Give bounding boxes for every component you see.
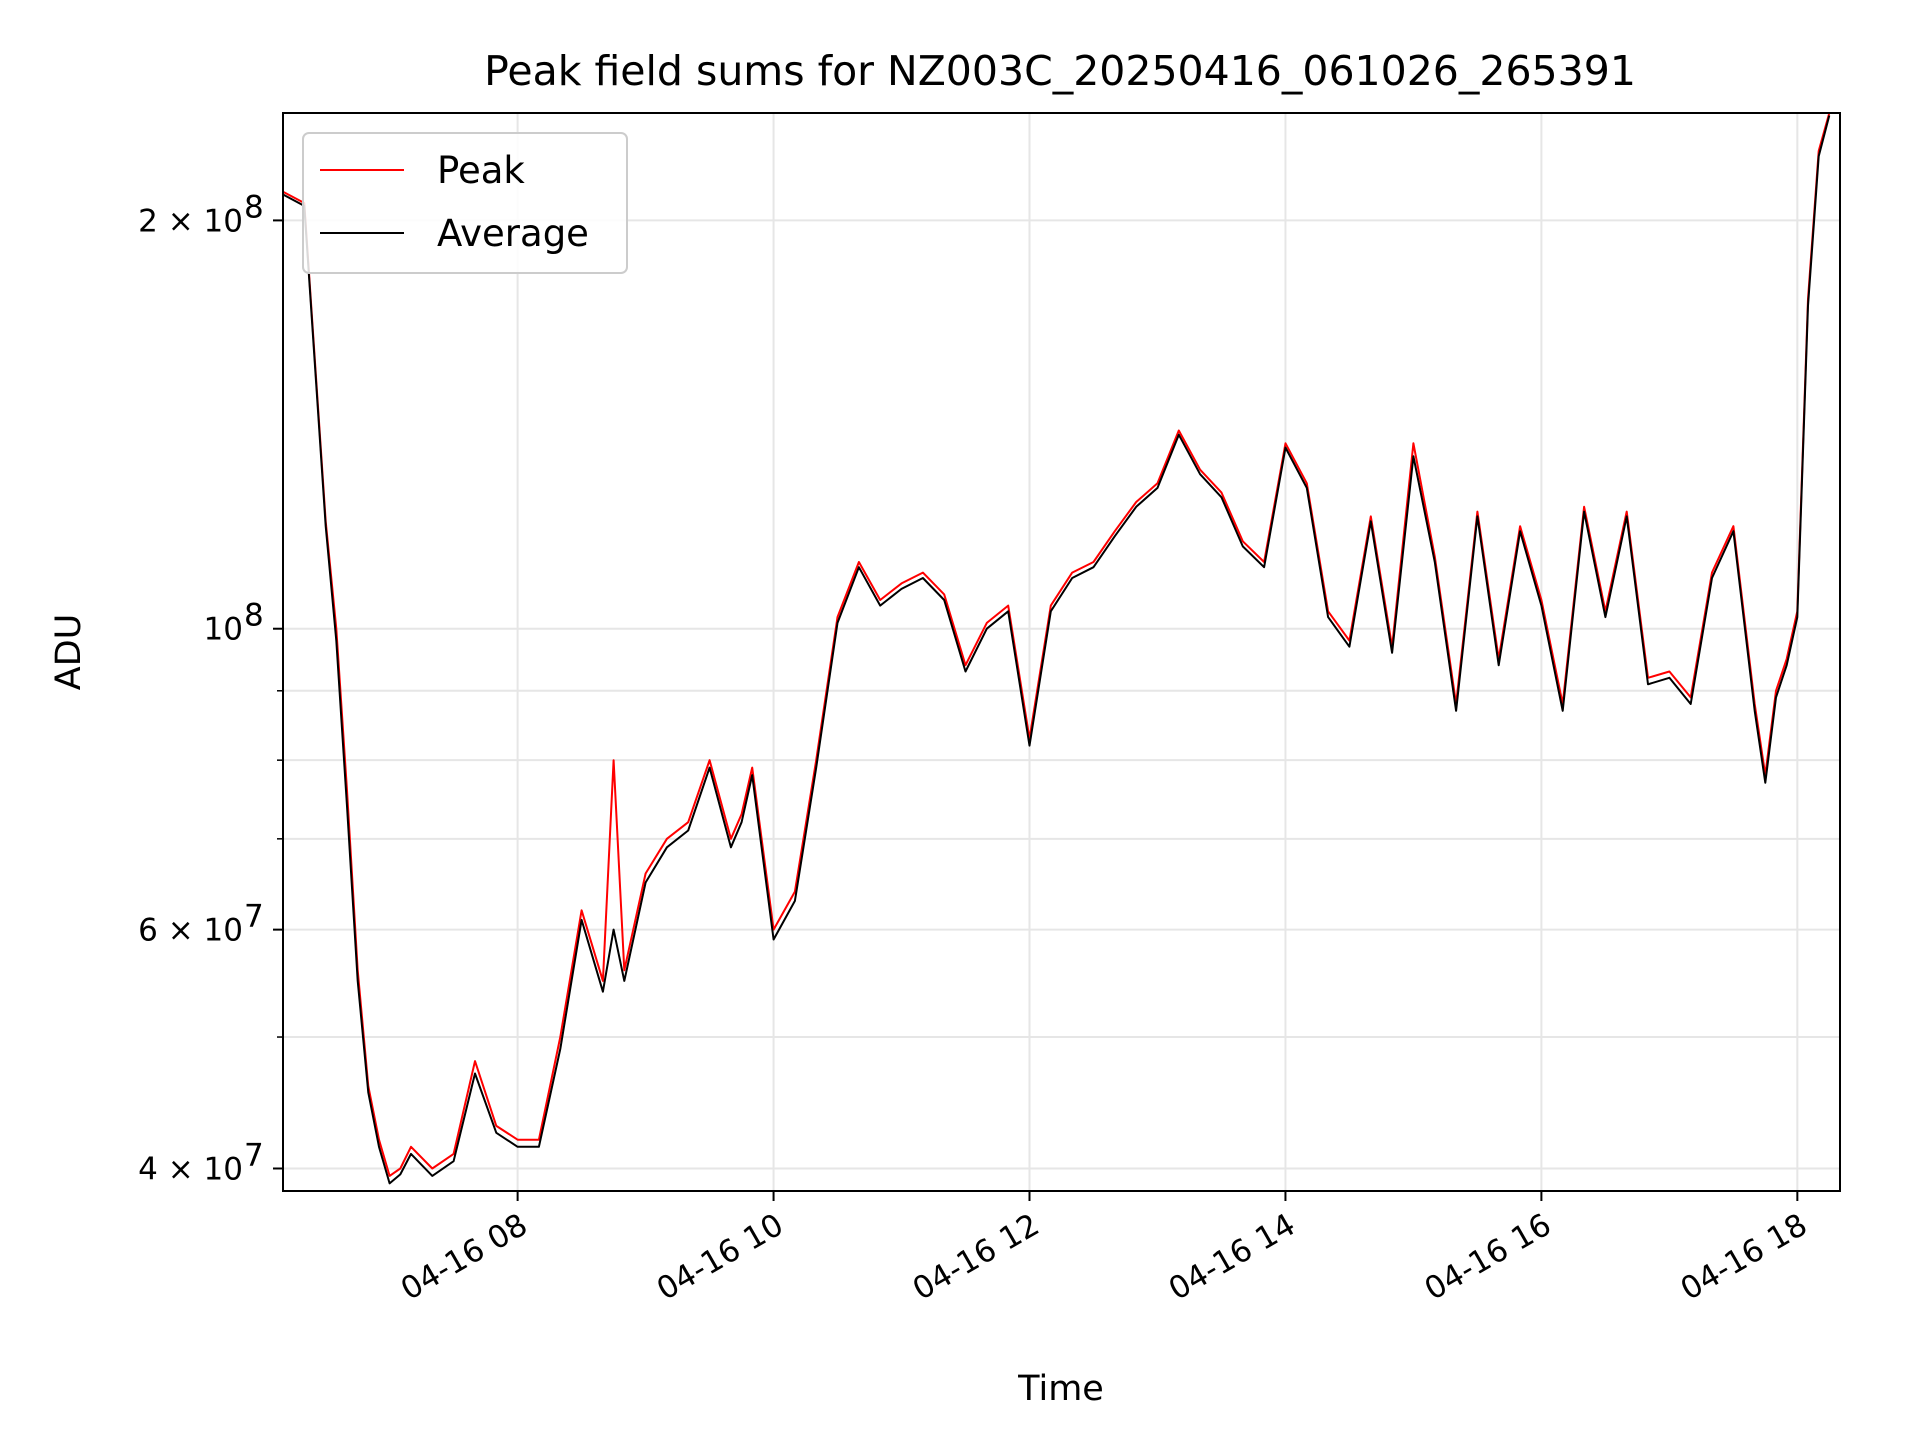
series-layer — [282, 112, 1831, 1185]
legend-label-average: Average — [437, 212, 589, 255]
y-axis-title: ADU — [49, 614, 89, 691]
y-axis: 4 × 10 76 × 10 710 82 × 10 8 — [138, 189, 283, 1187]
grid — [283, 113, 1840, 1191]
y-tick-label: 4 × 10 — [138, 1151, 243, 1187]
legend: Peak Average — [302, 132, 628, 274]
y-tick-label: 6 × 10 — [138, 913, 243, 949]
y-tick-exponent: 8 — [244, 189, 264, 225]
y-tick-exponent: 7 — [244, 1137, 264, 1173]
series-line-peak — [282, 112, 1831, 1177]
y-tick-label: 10 — [204, 612, 243, 648]
x-axis-title: Time — [1017, 1369, 1104, 1409]
chart-title: Peak field sums for NZ003C_20250416_0610… — [484, 47, 1636, 95]
legend-box — [302, 132, 628, 274]
y-tick-exponent: 8 — [244, 598, 264, 634]
plot-frame — [282, 112, 1841, 1192]
series-line-average — [282, 115, 1831, 1185]
legend-label-peak: Peak — [437, 149, 525, 192]
y-tick-label: 2 × 10 — [138, 203, 243, 239]
y-tick-exponent: 7 — [244, 899, 264, 935]
